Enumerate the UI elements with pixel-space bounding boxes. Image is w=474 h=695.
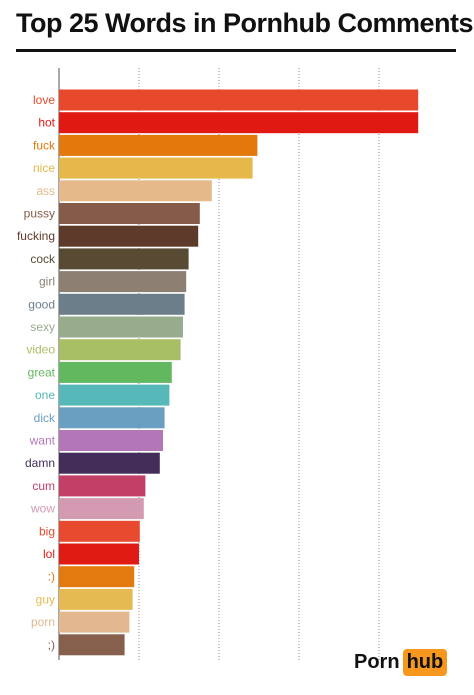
pornhub-logo: Porn hub [354, 647, 448, 677]
logo-text-hub: hub [402, 648, 448, 676]
tick-label: sexy [30, 320, 55, 334]
bar [59, 225, 199, 247]
tick-label: lol [43, 547, 55, 561]
bar [59, 384, 170, 406]
title-underline [16, 49, 456, 52]
bar [59, 566, 135, 588]
bar [59, 611, 130, 633]
bar [59, 634, 125, 656]
bar [59, 180, 212, 202]
bar [59, 248, 189, 270]
tick-label: pussy [24, 207, 55, 221]
tick-label: hot [38, 116, 55, 130]
tick-label: cock [30, 252, 56, 266]
logo-text-porn: Porn [354, 650, 400, 673]
bar [59, 293, 185, 315]
tick-label: ;) [48, 638, 55, 652]
tick-label: nice [33, 161, 55, 175]
bar [59, 203, 200, 224]
bar [59, 452, 160, 474]
tick-label: fucking [17, 229, 55, 243]
bar [59, 588, 133, 610]
tick-label: want [29, 434, 56, 448]
tick-label: big [39, 524, 55, 538]
bar [59, 543, 139, 565]
tick-label: fuck [33, 138, 56, 152]
tick-label: love [33, 93, 55, 107]
bar [59, 112, 419, 134]
bar [59, 157, 253, 179]
bar [59, 430, 163, 451]
bar [59, 339, 181, 361]
bar [59, 498, 144, 520]
tick-label: great [28, 365, 56, 379]
bar [59, 89, 419, 111]
bar [59, 271, 187, 293]
bar [59, 361, 172, 383]
tick-label: porn [31, 615, 55, 629]
bar [59, 475, 146, 497]
tick-label: dick [34, 411, 56, 425]
tick-label: good [28, 297, 55, 311]
tick-label: wow [30, 502, 55, 516]
bar [59, 520, 140, 542]
chart-title: Top 25 Words in Pornhub Comments [16, 8, 474, 38]
tick-label: cum [32, 479, 55, 493]
tick-label: ass [36, 184, 55, 198]
tick-label: one [35, 388, 55, 402]
bar [59, 407, 165, 429]
bar [59, 316, 183, 338]
bar [59, 134, 258, 156]
tick-label: :) [48, 570, 55, 584]
tick-label: girl [39, 275, 55, 289]
tick-label: video [26, 343, 55, 357]
tick-label: guy [36, 592, 55, 606]
tick-label: damn [25, 456, 55, 470]
